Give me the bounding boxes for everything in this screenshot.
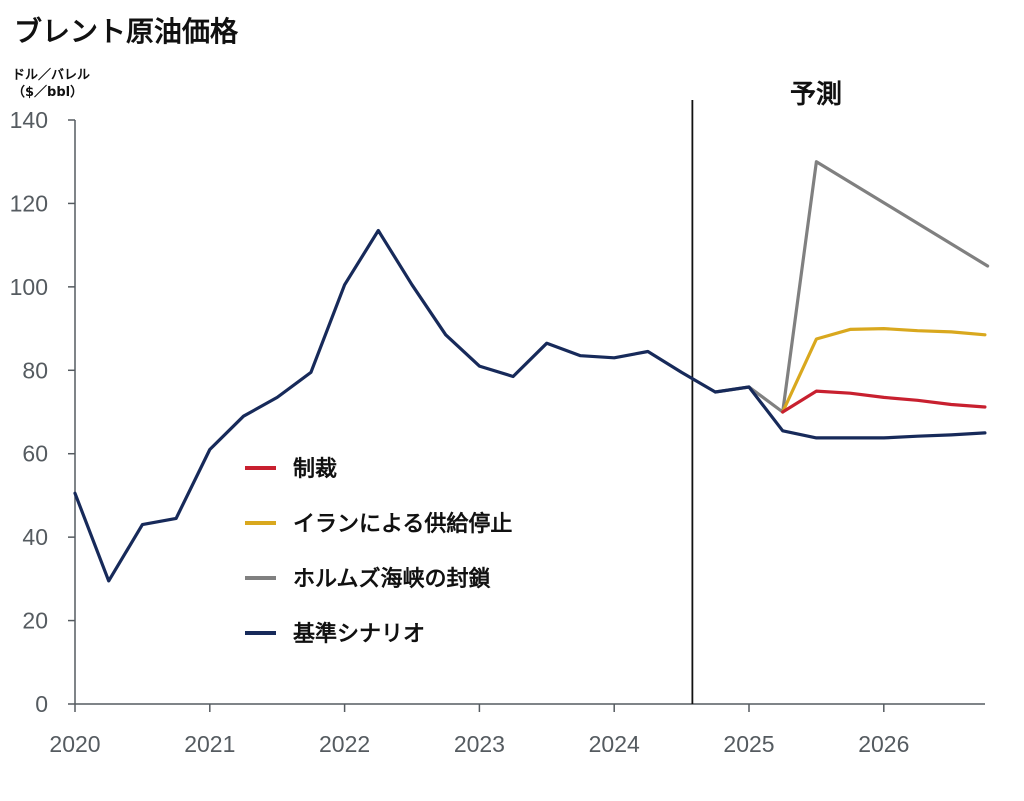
y-tick-label: 100: [10, 274, 48, 300]
x-tick-label: 2026: [858, 731, 909, 757]
y-tick-label: 0: [35, 691, 48, 717]
series-line: [713, 160, 990, 414]
axes: 0 20 40 60 80 100 120 140 2020 2021 2022 2023 2024 20…: [10, 100, 985, 757]
y-tick-label: 140: [10, 107, 48, 133]
series-line: [73, 228, 987, 583]
x-tick-label: 2020: [49, 731, 100, 757]
y-axis-unit-label-en: （$／bbl）: [12, 85, 84, 100]
forecast-label: 予測: [790, 80, 842, 110]
series-line: [781, 389, 987, 414]
x-tick-label: 2022: [319, 731, 370, 757]
y-tick-label: 120: [10, 190, 48, 216]
y-tick-label: 40: [22, 524, 48, 550]
x-tick-label: 2021: [184, 731, 235, 757]
y-tick-label: 20: [22, 608, 48, 634]
legend-label: 制裁: [293, 456, 337, 482]
legend-label: 基準シナリオ: [293, 621, 425, 647]
legend-label: イランによる供給停止: [293, 511, 512, 537]
x-tick-label: 2025: [723, 731, 774, 757]
y-tick-label: 80: [22, 357, 48, 383]
x-tick-label: 2023: [454, 731, 505, 757]
y-tick-label: 60: [22, 441, 48, 467]
series-lines: [73, 160, 990, 583]
y-axis-unit-label: ドル／バレル: [12, 68, 91, 83]
x-tick-label: 2024: [589, 731, 640, 757]
series-line: [781, 327, 987, 414]
legend-label: ホルムズ海峡の封鎖: [293, 566, 492, 592]
chart-title: ブレント原油価格: [14, 15, 239, 48]
